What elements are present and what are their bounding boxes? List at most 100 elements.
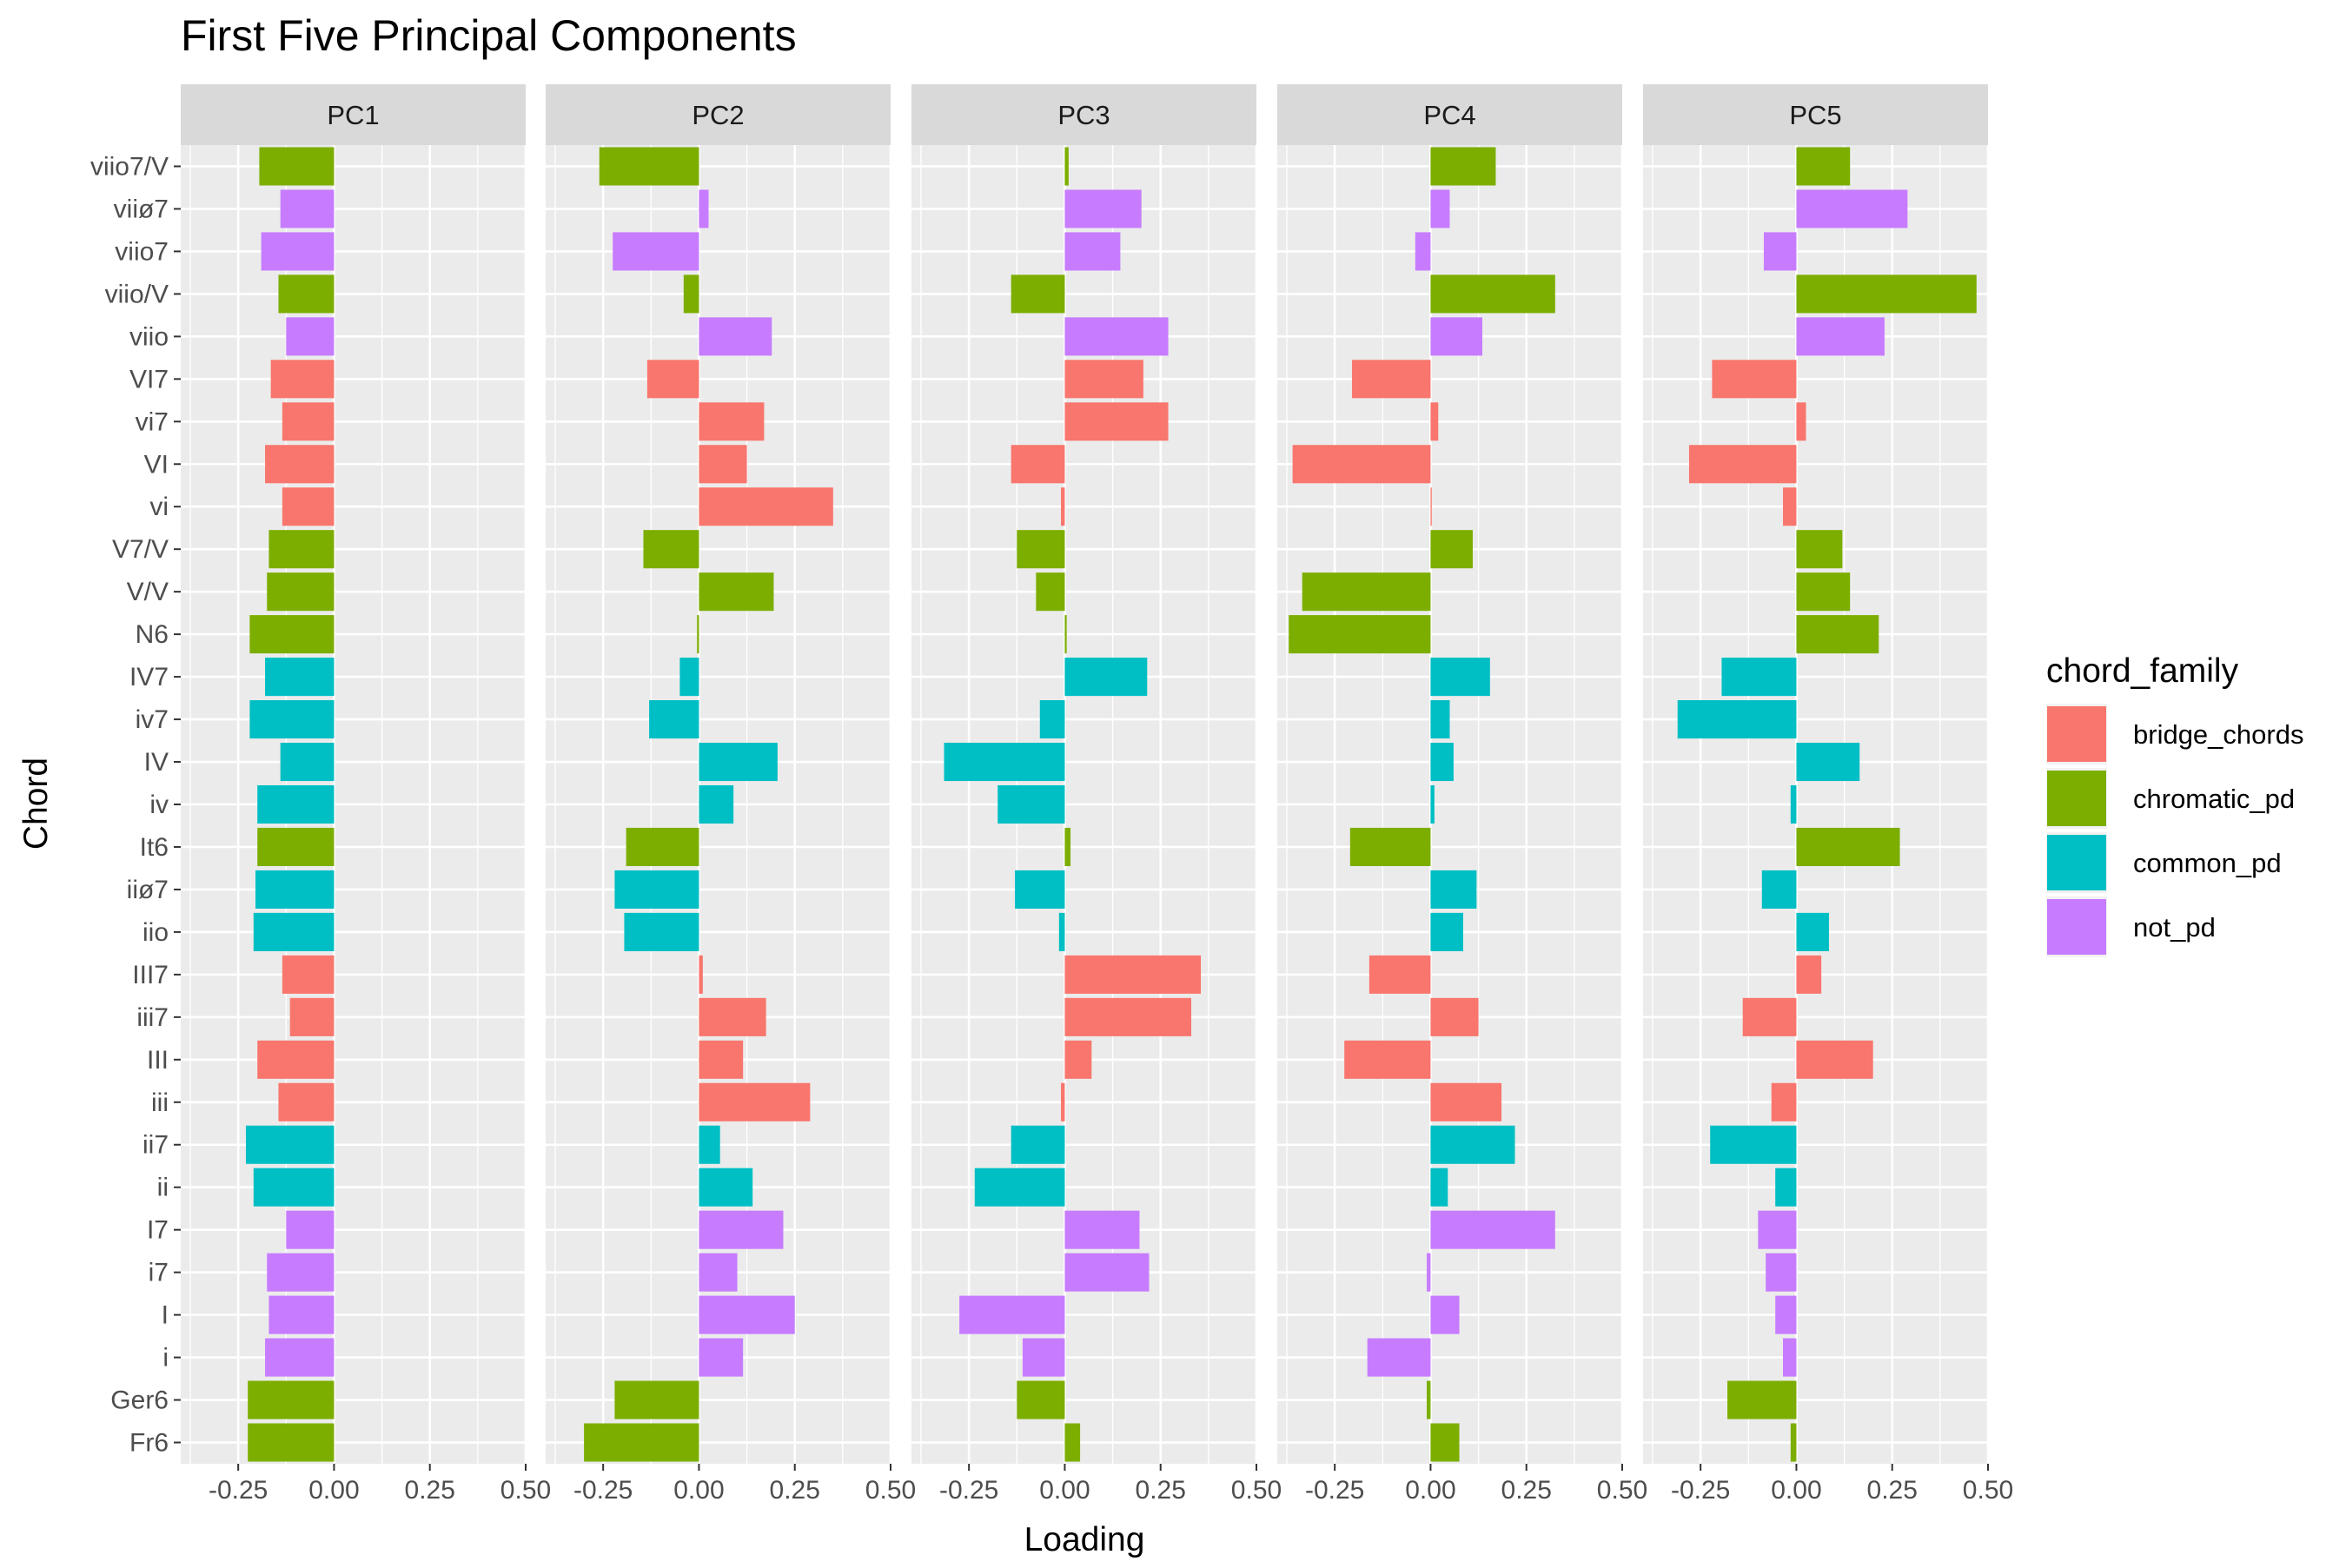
bar-pc3-11	[1064, 615, 1067, 654]
bar-pc4-19	[1368, 955, 1431, 994]
bar-pc2-28	[699, 1338, 744, 1377]
bar-pc4-24	[1430, 1168, 1448, 1207]
facet-strip	[911, 84, 1256, 145]
x-tick-label: 0.25	[1867, 1476, 1918, 1505]
bar-pc3-0	[1064, 147, 1069, 186]
bar-pc4-0	[1430, 147, 1496, 186]
bars	[1677, 147, 1977, 1462]
bar-pc5-24	[1775, 1168, 1797, 1207]
facet-strip-label: PC1	[327, 100, 379, 130]
bar-pc1-16	[257, 827, 335, 867]
bar-pc2-8	[699, 487, 833, 526]
y-tick-label: I	[162, 1301, 169, 1330]
bar-pc5-6	[1796, 402, 1806, 441]
bar-pc3-4	[1064, 317, 1169, 356]
bar-pc1-7	[265, 445, 335, 484]
x-tick-label: 0.00	[673, 1476, 724, 1505]
bar-pc3-14	[944, 742, 1065, 782]
bars	[1289, 147, 1555, 1462]
bar-pc2-16	[626, 827, 699, 867]
bar-pc1-25	[286, 1210, 335, 1249]
bar-pc5-13	[1677, 700, 1797, 739]
bar-pc1-29	[248, 1380, 335, 1419]
bar-pc4-10	[1302, 572, 1431, 612]
bar-pc1-24	[253, 1168, 335, 1207]
y-tick-label: viiø7	[114, 195, 169, 223]
x-tick-label: 0.25	[770, 1476, 820, 1505]
bar-pc5-8	[1783, 487, 1797, 526]
y-tick-label: VI	[144, 450, 169, 479]
bar-pc1-4	[286, 317, 335, 356]
x-axis-pc1: -0.25 0.00 0.25 0.50	[209, 1464, 551, 1505]
y-tick-label: Fr6	[129, 1429, 169, 1458]
bar-pc1-14	[280, 742, 335, 782]
y-tick-label: V/V	[127, 578, 169, 606]
bar-pc1-9	[268, 530, 335, 569]
bar-pc4-16	[1349, 827, 1431, 867]
legend-swatch	[2047, 835, 2106, 890]
bar-pc2-22	[699, 1082, 811, 1121]
bar-pc4-29	[1427, 1380, 1431, 1419]
bar-pc3-6	[1064, 402, 1169, 441]
y-tick-label: ii7	[142, 1131, 169, 1160]
x-tick-label: 0.50	[500, 1476, 551, 1505]
bar-pc4-12	[1430, 658, 1490, 697]
bar-pc5-4	[1796, 317, 1885, 356]
bar-pc1-10	[267, 572, 335, 612]
bar-pc3-3	[1011, 275, 1065, 314]
bar-pc3-2	[1064, 232, 1121, 271]
facet-strip-label: PC2	[692, 100, 744, 130]
bar-pc3-8	[1061, 487, 1065, 526]
bar-pc5-29	[1727, 1380, 1797, 1419]
bar-pc5-19	[1796, 955, 1822, 994]
bar-pc4-1	[1430, 189, 1450, 228]
bar-pc2-21	[699, 1040, 744, 1079]
y-tick-label: VI7	[129, 365, 169, 394]
bar-pc5-26	[1766, 1253, 1797, 1292]
facet-panel-pc4: PC4 -0.25 0.00 0.25 0.50	[1277, 84, 1647, 1505]
x-axis-pc2: -0.25 0.00 0.25 0.50	[573, 1464, 916, 1505]
y-tick-label: ii	[157, 1174, 169, 1202]
bar-pc3-30	[1064, 1423, 1081, 1462]
bar-pc2-30	[584, 1423, 699, 1462]
facet-strip-label: PC5	[1789, 100, 1841, 130]
y-tick-label: i7	[149, 1259, 169, 1287]
bar-pc4-11	[1289, 615, 1431, 654]
y-tick-label: I7	[147, 1216, 169, 1245]
bar-pc2-6	[699, 402, 765, 441]
bar-pc4-14	[1430, 742, 1454, 782]
bar-pc5-10	[1796, 572, 1851, 612]
x-tick-label: 0.00	[1771, 1476, 1821, 1505]
bar-pc1-18	[253, 912, 335, 951]
bar-pc3-1	[1064, 189, 1142, 228]
legend-item-common-pd: common_pd	[2046, 832, 2282, 893]
x-tick-label: 0.00	[1405, 1476, 1455, 1505]
bar-pc1-30	[248, 1423, 335, 1462]
x-tick-label: -0.25	[939, 1476, 998, 1505]
bar-pc3-19	[1064, 955, 1202, 994]
bar-pc1-19	[282, 955, 335, 994]
x-axis-pc3: -0.25 0.00 0.25 0.50	[939, 1464, 1282, 1505]
bar-pc5-5	[1712, 360, 1797, 399]
facet-panels: PC1 -0.25 0.00 0.25 0.50 PC2 -0.25 0.00 0.25 0.50…	[181, 84, 2013, 1505]
x-tick-label: -0.25	[573, 1476, 633, 1505]
bar-pc4-5	[1352, 360, 1431, 399]
y-tick-label: It6	[140, 833, 169, 862]
x-tick-label: 0.50	[865, 1476, 916, 1505]
y-tick-label: iio	[142, 918, 169, 947]
bar-pc1-8	[282, 487, 335, 526]
bar-pc2-4	[699, 317, 772, 356]
bar-pc5-2	[1763, 232, 1797, 271]
bars	[584, 147, 833, 1462]
bar-pc5-25	[1758, 1210, 1797, 1249]
bar-pc5-15	[1790, 784, 1797, 824]
bar-pc3-18	[1058, 912, 1065, 951]
bar-pc1-22	[278, 1082, 335, 1121]
y-tick-label: vi7	[136, 407, 169, 436]
bar-pc3-23	[1011, 1125, 1065, 1164]
bar-pc4-3	[1430, 275, 1555, 314]
bar-pc2-5	[646, 360, 699, 399]
bar-pc5-1	[1796, 189, 1908, 228]
y-tick-label: V7/V	[112, 535, 169, 564]
